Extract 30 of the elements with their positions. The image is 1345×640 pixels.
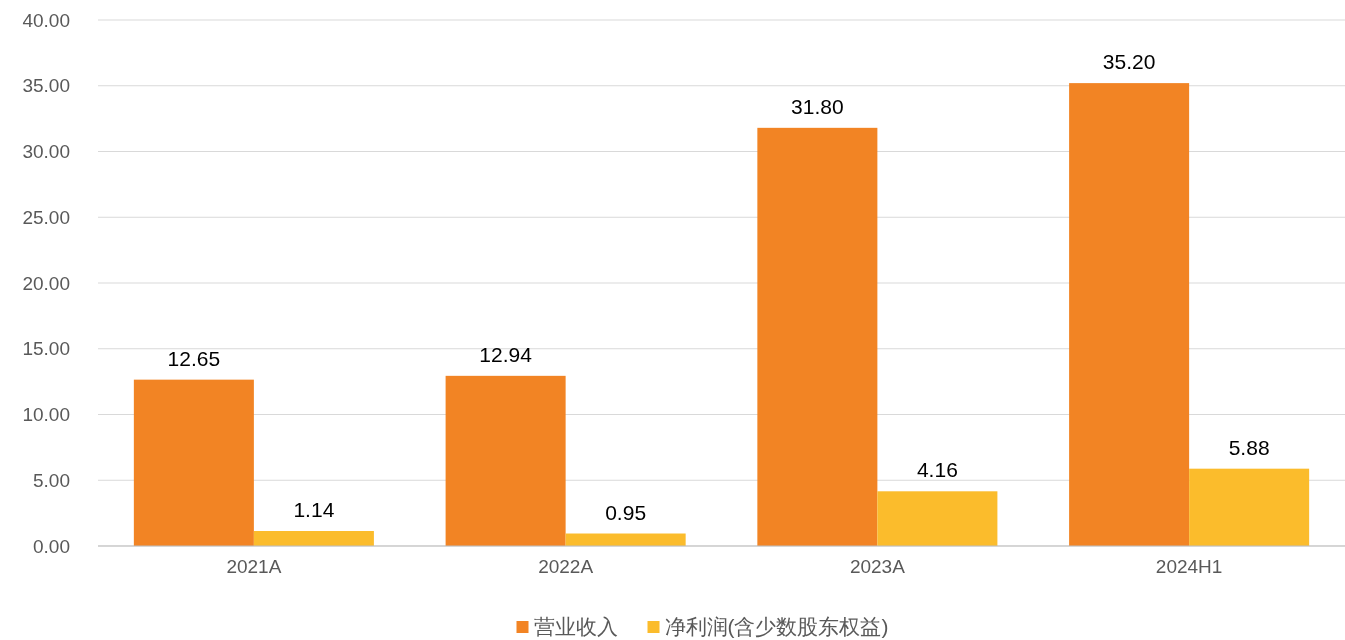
bar: [1069, 83, 1190, 546]
data-label: 31.80: [791, 94, 844, 118]
x-tick-label: 2021A: [226, 556, 282, 578]
bar: [877, 491, 998, 546]
data-label: 35.20: [1102, 50, 1156, 74]
x-tick-label: 2024H1: [1155, 556, 1223, 578]
y-tick-label: 0.00: [33, 535, 70, 557]
bar: [1189, 468, 1310, 546]
legend-label: 营业收入: [533, 615, 618, 638]
y-tick-label: 30.00: [22, 141, 70, 163]
y-tick-label: 5.00: [33, 469, 70, 491]
data-label: 12.65: [167, 346, 221, 370]
data-label: 1.14: [293, 498, 335, 522]
data-label: 0.95: [605, 500, 647, 524]
bar: [445, 375, 566, 546]
bar: [757, 127, 878, 546]
bar: [253, 531, 374, 546]
legend-label: 净利润(含少数股东权益): [664, 615, 889, 638]
x-tick-label: 2023A: [849, 556, 906, 578]
y-tick-label: 10.00: [22, 404, 70, 426]
data-label: 4.16: [916, 458, 958, 482]
data-label: 5.88: [1228, 435, 1270, 459]
data-label: 12.94: [479, 342, 533, 366]
y-tick-label: 25.00: [22, 206, 70, 228]
bar: [133, 379, 254, 546]
y-tick-label: 40.00: [22, 9, 70, 31]
x-tick-label: 2022A: [538, 556, 594, 578]
y-tick-label: 35.00: [22, 75, 70, 97]
y-tick-label: 20.00: [22, 272, 70, 294]
y-tick-label: 15.00: [22, 338, 70, 360]
